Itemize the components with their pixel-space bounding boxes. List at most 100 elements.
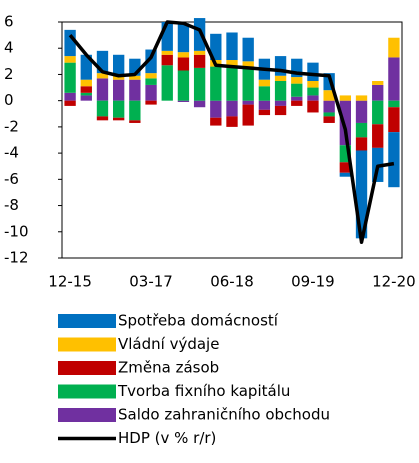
y-tick-label: -6 <box>4 170 19 188</box>
x-tick-label: 12-20 <box>372 273 416 291</box>
bar-segment <box>161 50 173 55</box>
bar-segment <box>161 65 173 101</box>
bar-segment <box>274 105 287 116</box>
bar-segment <box>274 100 287 106</box>
bar-segment <box>372 84 384 101</box>
bar-segment <box>339 162 351 173</box>
bar-segment <box>372 124 384 148</box>
bar-segment <box>193 100 206 108</box>
y-tick-label: -8 <box>4 196 19 214</box>
y-tick-label: 6 <box>4 13 14 31</box>
bar-segment <box>96 116 109 121</box>
bar-segment <box>80 95 92 101</box>
x-tick-label: 12-15 <box>48 273 92 291</box>
bar-segment <box>193 18 206 51</box>
legend-swatch <box>58 314 116 328</box>
bar-segment <box>258 100 271 110</box>
bar-segment <box>129 120 141 123</box>
bar-segment <box>226 100 238 117</box>
bar-segment <box>145 100 157 105</box>
bar-segment <box>339 100 351 146</box>
bar-segment <box>291 96 303 101</box>
bar-segment <box>226 32 238 61</box>
bar-segment <box>210 117 222 126</box>
bar-segment <box>307 87 319 96</box>
bar-segment <box>226 67 238 101</box>
legend-swatch <box>58 361 116 375</box>
legend-swatch <box>58 408 116 422</box>
bar-segment <box>355 137 368 151</box>
bar-segment <box>210 33 222 61</box>
legend-label: Saldo zahraničního obchodu <box>118 406 330 424</box>
bar-segment <box>113 117 125 121</box>
bar-segment <box>258 86 271 101</box>
plot-frame <box>61 21 403 259</box>
bar-segment <box>96 73 109 79</box>
bar-segment <box>307 95 319 101</box>
bar-segment <box>210 66 222 101</box>
legend-label: Tvorba fixního kapitálu <box>117 382 290 400</box>
bar-segment <box>145 84 157 101</box>
bar-segment <box>64 56 76 63</box>
bar-segment <box>307 81 319 88</box>
bar-segment <box>193 54 206 68</box>
legend-label: Vládní výdaje <box>118 335 219 353</box>
bar-segment <box>307 62 319 81</box>
bar-segment <box>64 100 76 106</box>
bar-segment <box>80 86 92 93</box>
bar-segment <box>177 52 190 58</box>
bar-segment <box>113 79 125 101</box>
legend-swatch <box>58 384 116 399</box>
bar-segment <box>64 92 76 101</box>
bar-segment <box>193 50 206 55</box>
x-tick-label: 06-18 <box>210 273 254 291</box>
y-tick-label: -4 <box>4 144 19 162</box>
bar-segment <box>177 23 190 53</box>
bar-segment <box>226 60 238 68</box>
bar-segment <box>339 172 351 177</box>
bar-segment <box>145 49 157 74</box>
bar-segment <box>64 62 76 93</box>
bar-segment <box>355 150 368 239</box>
bar-segment <box>129 100 141 121</box>
bar-segment <box>323 112 335 117</box>
legend-label: Spotřeba domácností <box>118 312 279 330</box>
bar-segment <box>274 81 287 101</box>
legend-label: Změna zásob <box>118 359 219 377</box>
y-tick-label: -12 <box>4 249 29 267</box>
bar-segment <box>291 58 303 78</box>
x-tick-label: 03-17 <box>129 273 173 291</box>
bar-segment <box>355 122 368 138</box>
x-tick-label: 09-19 <box>291 273 335 291</box>
y-tick-label: 4 <box>4 39 14 57</box>
bar-segment <box>177 70 190 101</box>
y-tick-label: -2 <box>4 117 19 135</box>
bar-segment <box>307 100 319 113</box>
bar-segment <box>388 132 400 188</box>
bar-segment <box>80 79 92 87</box>
bar-segment <box>80 92 92 96</box>
bar-segment <box>323 90 335 101</box>
bar-segment <box>177 100 190 102</box>
bar-segment <box>291 100 303 106</box>
bar-segment <box>323 100 335 113</box>
bar-segment <box>80 54 92 80</box>
bar-segment <box>242 37 254 62</box>
bar-segment <box>372 81 384 85</box>
y-tick-label: -10 <box>4 222 29 240</box>
bar-segment <box>96 78 109 101</box>
y-tick-label: 0 <box>4 91 14 109</box>
bar-segment <box>96 100 109 117</box>
legend-swatch <box>58 337 116 352</box>
bar-segment <box>388 37 400 58</box>
bar-segment <box>388 57 400 101</box>
bar-segment <box>323 116 335 123</box>
bar-segment <box>145 78 157 85</box>
bar-segment <box>372 100 384 125</box>
bar-segment <box>113 54 125 75</box>
bar-segment <box>226 116 238 127</box>
legend-label: HDP (v % r/r) <box>118 429 216 447</box>
bar-segment <box>242 104 254 126</box>
bar-segment <box>339 95 351 101</box>
